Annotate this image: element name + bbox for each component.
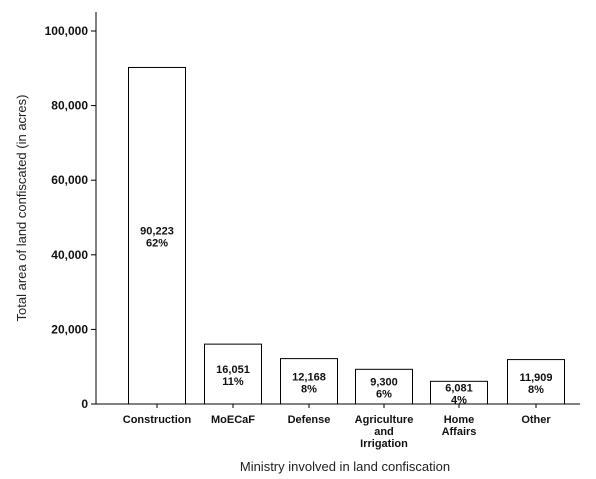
bar-value-label: 6,081 [445, 383, 473, 395]
x-tick-label: Agriculture [355, 414, 414, 426]
bar-value-label: 9,300 [370, 377, 398, 389]
y-tick-label: 20,000 [51, 322, 88, 336]
bar-value-label: 11,909 [519, 372, 552, 384]
bar-percent-label: 62% [146, 238, 168, 250]
y-tick-label: 60,000 [51, 173, 88, 187]
x-tick-label: and [374, 426, 394, 438]
bar [355, 368, 413, 405]
y-tick-label: 0 [81, 397, 88, 411]
x-axis-title: Ministry involved in land confiscation [240, 459, 450, 474]
y-axis-title: Total area of land confiscated (in acres… [14, 95, 29, 322]
bar-percent-label: 8% [528, 384, 544, 396]
y-tick-label: 100,000 [45, 24, 89, 38]
bar-percent-label: 8% [301, 383, 317, 395]
x-tick-label: Other [521, 414, 551, 426]
y-tick-label: 80,000 [51, 99, 88, 113]
bar [507, 359, 565, 405]
x-axis [96, 403, 580, 408]
bar [204, 343, 262, 405]
x-tick-label: MoECaF [211, 414, 255, 426]
bar-percent-label: 6% [376, 389, 392, 401]
bar-value-label: 12,168 [292, 371, 326, 383]
bar [430, 380, 488, 405]
bar [128, 66, 186, 405]
x-tick-label: Irrigation [360, 438, 408, 450]
x-tick-label: Defense [288, 414, 331, 426]
x-tick-label: Affairs [442, 426, 477, 438]
bar-value-label: 16,051 [216, 364, 250, 376]
y-axis: 0 20,000 40,000 60,000 80,000 100,000 [45, 12, 97, 411]
bar-percent-label: 4% [451, 395, 467, 407]
bar-percent-label: 11% [222, 376, 244, 388]
x-tick-label: Construction [123, 414, 192, 426]
y-tick-label: 40,000 [51, 248, 88, 262]
x-tick-label: Home [444, 414, 475, 426]
category-labels: Construction MoECaF Defense AgricultureandI… [123, 414, 552, 450]
bar-value-label: 90,223 [140, 226, 174, 238]
bar [280, 358, 338, 405]
